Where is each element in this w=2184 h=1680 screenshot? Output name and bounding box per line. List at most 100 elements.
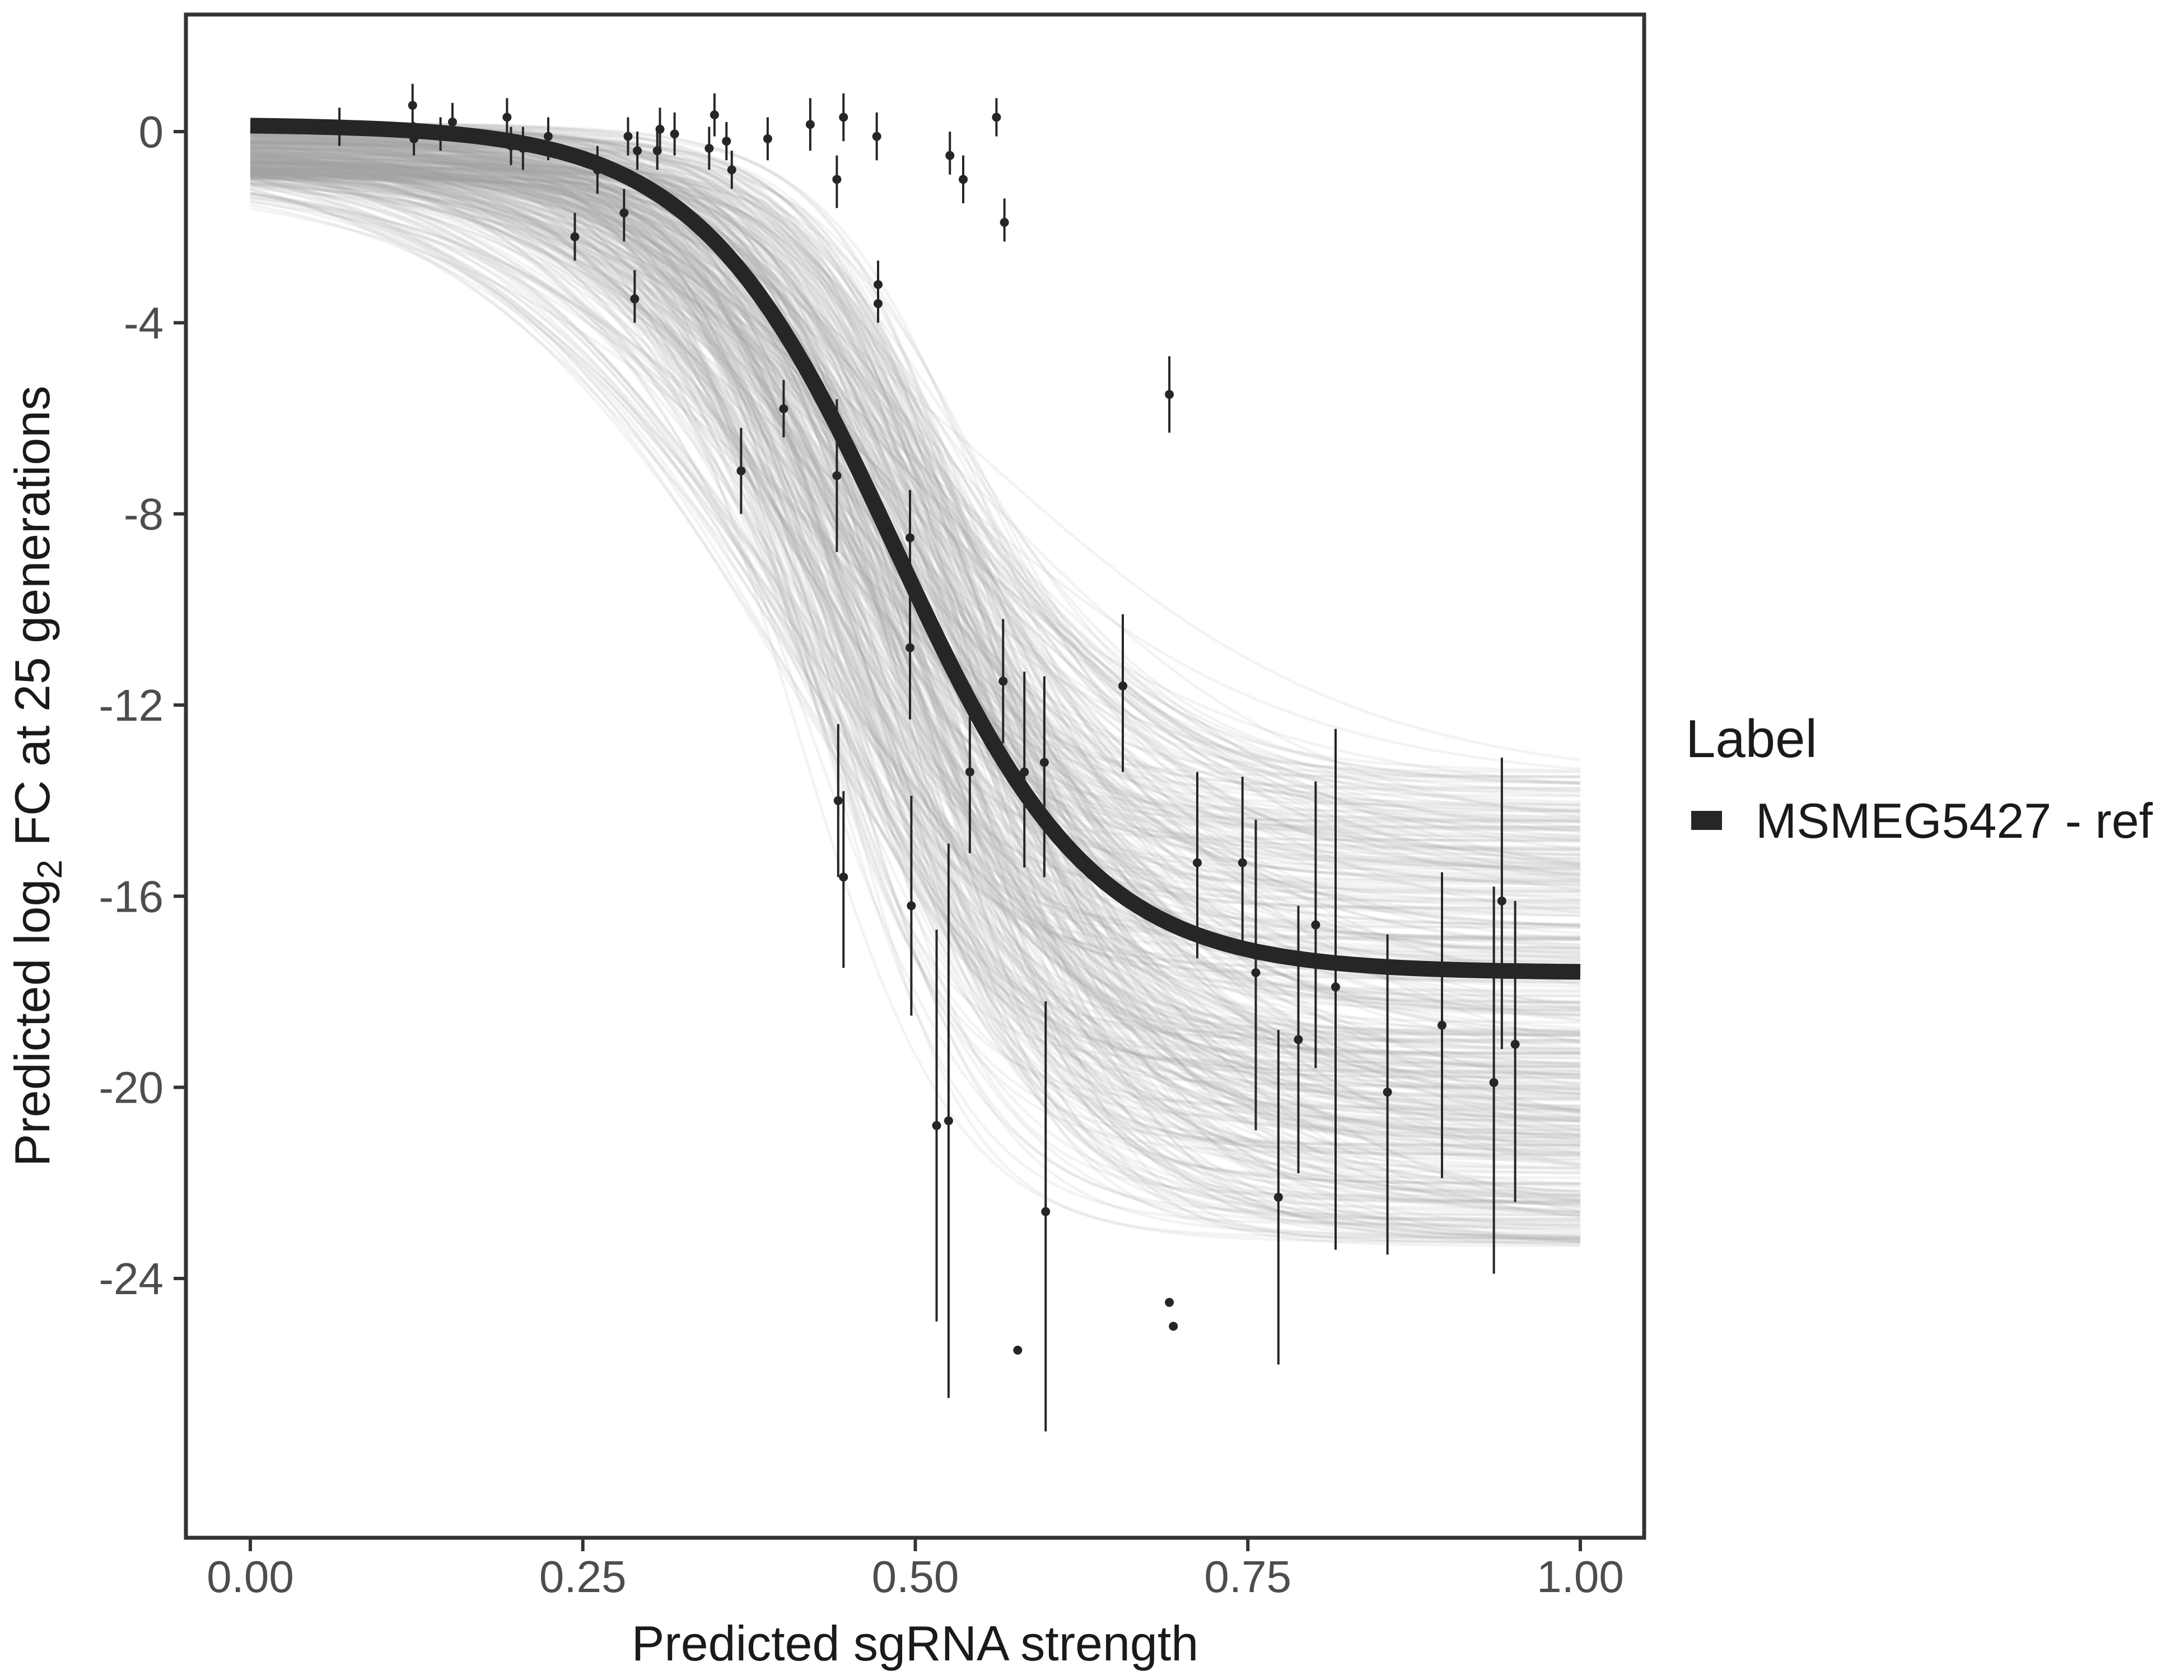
posterior-draw-line	[250, 146, 1581, 851]
posterior-draw-line	[250, 170, 1581, 1113]
posterior-draw-line	[250, 165, 1581, 1112]
posterior-draw-line	[250, 156, 1581, 956]
posterior-draw-line	[250, 158, 1581, 1034]
posterior-draw-line	[250, 167, 1580, 1236]
posterior-draw-line	[250, 140, 1580, 1147]
data-point	[630, 294, 640, 304]
posterior-draw-line	[250, 180, 1581, 1227]
posterior-draw-line	[250, 139, 1581, 1166]
data-point	[1169, 1322, 1178, 1331]
posterior-draw-line	[250, 192, 1581, 1214]
posterior-draw-line	[250, 172, 1581, 1244]
posterior-draw-line	[250, 172, 1581, 1123]
posterior-draw-line	[250, 161, 1580, 862]
posterior-draw-line	[250, 174, 1580, 1111]
posterior-draw-line	[250, 136, 1581, 917]
posterior-draw-line	[250, 164, 1581, 1060]
posterior-draw-line	[250, 162, 1581, 872]
posterior-draw-line	[250, 147, 1581, 1217]
posterior-draw-line	[250, 166, 1581, 1119]
posterior-draw-line	[250, 174, 1581, 1137]
posterior-draw-line	[250, 160, 1581, 819]
posterior-draw-line	[250, 166, 1580, 1035]
posterior-draw-line	[250, 145, 1580, 929]
data-point	[592, 165, 602, 175]
posterior-draw-line	[250, 156, 1581, 1243]
posterior-draw-line	[250, 160, 1580, 871]
posterior-draw-line	[250, 161, 1581, 1140]
y-tick-label: -4	[124, 298, 164, 348]
y-axis-label-subscript: 2	[31, 860, 69, 879]
posterior-draw-line	[250, 199, 1581, 1193]
posterior-draw-line	[250, 153, 1581, 1238]
posterior-draw-line	[250, 164, 1580, 850]
posterior-draw-line	[250, 156, 1581, 942]
posterior-draw-line	[250, 170, 1581, 1127]
posterior-draw-line	[250, 169, 1580, 893]
posterior-draw-line	[250, 148, 1581, 784]
posterior-draw-line	[250, 139, 1580, 824]
posterior-draw-line	[250, 146, 1581, 1066]
posterior-draw-line	[250, 166, 1580, 880]
posterior-draw-line	[250, 171, 1581, 852]
posterior-draw-line	[250, 150, 1580, 1151]
posterior-draw-line	[250, 167, 1581, 1240]
posterior-draw-line	[250, 122, 1581, 907]
posterior-draw-line	[250, 175, 1581, 951]
posterior-draw-line	[250, 156, 1581, 838]
data-point	[448, 117, 457, 127]
data-point	[1438, 1020, 1446, 1030]
posterior-draw-line	[250, 176, 1580, 885]
posterior-draw-line	[250, 147, 1581, 1100]
data-point	[906, 643, 914, 652]
plot-panel-border	[184, 12, 1646, 1540]
data-point	[506, 141, 516, 151]
posterior-draw-line	[250, 161, 1581, 1080]
posterior-draw-line	[250, 146, 1581, 913]
posterior-draw-line	[250, 179, 1581, 1142]
posterior-draw-line	[250, 139, 1580, 1229]
posterior-draw-line	[250, 148, 1580, 1024]
data-point	[1331, 982, 1340, 992]
data-point	[652, 146, 662, 156]
data-point	[335, 124, 344, 134]
posterior-draw-line	[250, 145, 1580, 926]
data-point	[1510, 1039, 1520, 1049]
posterior-draw-line	[250, 172, 1580, 829]
posterior-draw-line	[250, 195, 1581, 1202]
x-tick-label: 0.00	[207, 1552, 294, 1602]
data-point	[1311, 920, 1320, 930]
posterior-draw-line	[250, 153, 1581, 1145]
x-tick-label: 1.00	[1537, 1552, 1624, 1602]
posterior-draw-line	[250, 146, 1581, 1067]
posterior-draw-line	[250, 175, 1581, 771]
posterior-draw-line	[250, 161, 1581, 947]
data-point	[727, 165, 736, 175]
posterior-draw-line	[250, 143, 1580, 1099]
posterior-draw-line	[250, 151, 1580, 813]
posterior-draw-line	[250, 150, 1581, 1240]
data-point	[959, 175, 968, 184]
posterior-draw-line	[250, 127, 1580, 902]
posterior-draw-line	[250, 171, 1581, 793]
posterior-draw-line	[250, 139, 1581, 804]
posterior-draw-line	[250, 155, 1580, 1174]
posterior-draw-line	[250, 172, 1581, 829]
posterior-draw-line	[250, 162, 1580, 1226]
posterior-draw-line	[250, 160, 1581, 1087]
posterior-draw-line	[250, 142, 1581, 984]
posterior-draw-line	[250, 138, 1580, 1157]
data-point	[409, 134, 419, 143]
posterior-draw-line	[250, 161, 1581, 1136]
y-tick-label: 0	[139, 107, 164, 157]
posterior-draw-line	[250, 165, 1580, 1146]
data-point	[1238, 858, 1247, 867]
posterior-draw-line	[250, 167, 1581, 1094]
posterior-draw-line	[250, 142, 1581, 1140]
posterior-draw-line	[250, 153, 1581, 815]
posterior-draw-line	[250, 147, 1580, 977]
posterior-draw-line	[250, 142, 1581, 1009]
data-point	[1273, 1192, 1283, 1202]
posterior-draw-line	[250, 172, 1581, 988]
